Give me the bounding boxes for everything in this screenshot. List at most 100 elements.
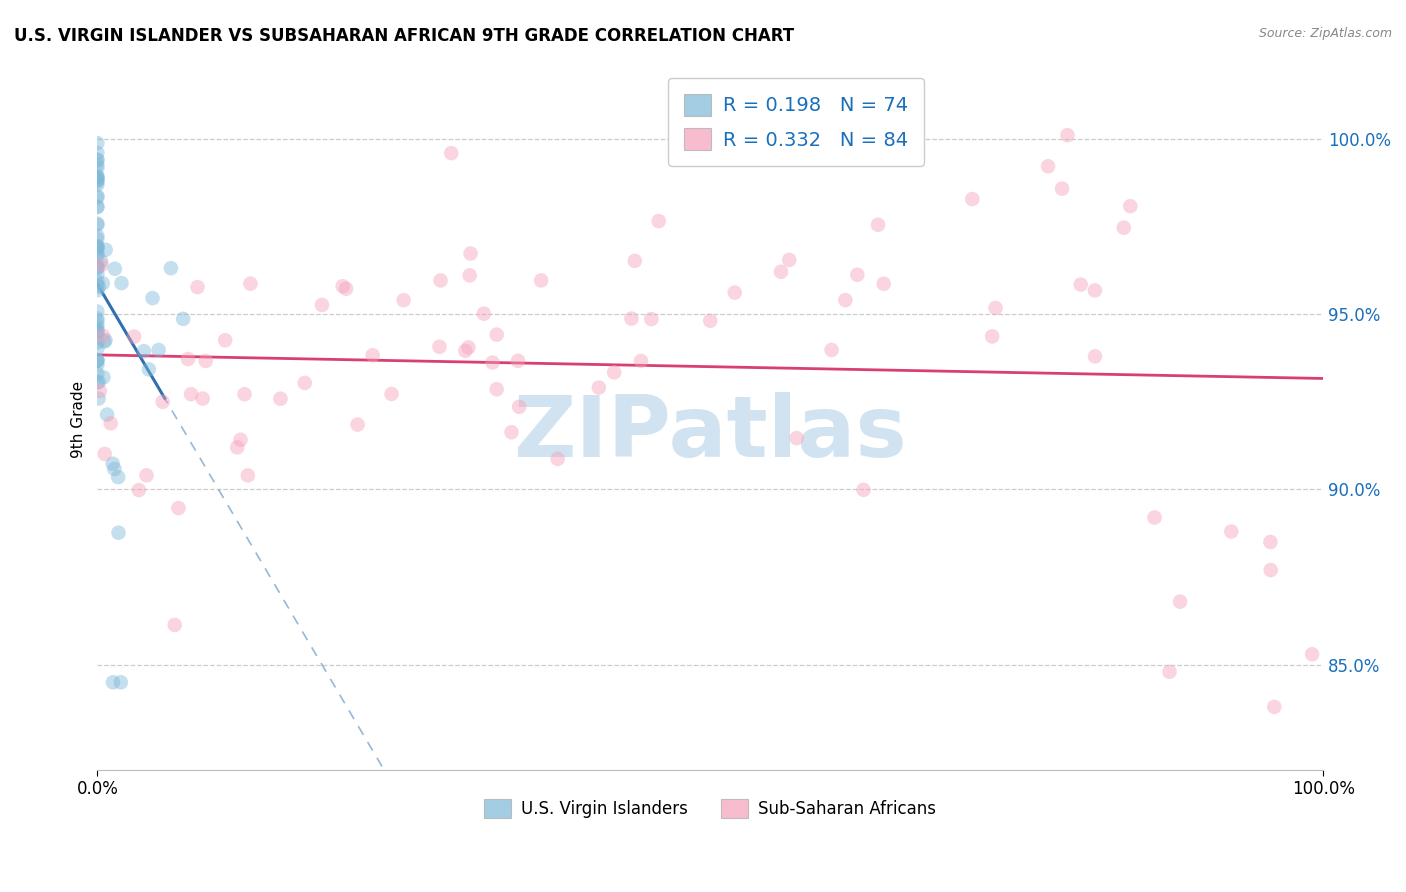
Point (86, 326, 108, 341)
Point (107, 470, 129, 484)
Point (778, 252, 800, 267)
Point (86, 278, 108, 293)
Point (233, 387, 256, 401)
Point (86, 325, 108, 339)
Point (460, 246, 482, 260)
Point (1143, 510, 1166, 524)
Point (86, 153, 108, 168)
Point (163, 618, 186, 632)
Point (1119, 199, 1142, 213)
Point (820, 343, 842, 357)
Point (458, 268, 481, 283)
Point (86, 239, 108, 253)
Point (186, 280, 208, 294)
Point (86, 136, 108, 150)
Point (485, 327, 508, 342)
Legend: U.S. Virgin Islanders, Sub-Saharan Africans: U.S. Virgin Islanders, Sub-Saharan Afric… (478, 793, 942, 825)
Point (86, 353, 108, 368)
Point (1036, 159, 1059, 173)
Point (160, 261, 183, 276)
Point (194, 354, 217, 368)
Point (86, 189, 108, 203)
Point (86, 153, 108, 167)
Point (91, 277, 114, 291)
Point (294, 376, 316, 390)
Point (90, 258, 112, 272)
Point (311, 298, 333, 312)
Point (148, 343, 170, 357)
Point (86, 200, 108, 214)
Point (93, 334, 115, 349)
Point (132, 344, 155, 359)
Point (87, 392, 110, 406)
Point (94, 243, 117, 257)
Point (89, 384, 111, 398)
Point (530, 273, 553, 287)
Point (229, 433, 252, 447)
Y-axis label: 9th Grade: 9th Grade (72, 381, 86, 458)
Point (86, 175, 108, 189)
Point (86, 304, 108, 318)
Point (86, 242, 108, 256)
Point (93, 447, 115, 461)
Point (86, 169, 108, 184)
Point (1159, 665, 1181, 679)
Point (1056, 128, 1078, 143)
Point (392, 293, 415, 308)
Point (86, 217, 108, 231)
Point (86, 314, 108, 328)
Point (647, 214, 669, 228)
Point (86, 172, 108, 186)
Point (180, 387, 202, 401)
Point (620, 311, 643, 326)
Point (1084, 350, 1107, 364)
Point (981, 329, 1004, 343)
Text: U.S. VIRGIN ISLANDER VS SUBSAHARAN AFRICAN 9TH GRADE CORRELATION CHART: U.S. VIRGIN ISLANDER VS SUBSAHARAN AFRIC… (14, 27, 794, 45)
Point (86, 318, 108, 333)
Point (346, 417, 368, 432)
Point (128, 483, 150, 497)
Point (239, 277, 262, 291)
Point (630, 354, 652, 368)
Point (1260, 563, 1282, 577)
Point (866, 218, 889, 232)
Point (86, 145, 108, 160)
Text: ZIPatlas: ZIPatlas (513, 392, 907, 475)
Point (86, 232, 108, 246)
Point (1084, 284, 1107, 298)
Point (361, 348, 384, 362)
Point (485, 382, 508, 396)
Point (86, 248, 108, 262)
Point (191, 392, 214, 406)
Point (93, 370, 115, 384)
Point (86, 259, 108, 273)
Point (86, 228, 108, 243)
Point (152, 394, 174, 409)
Point (86, 322, 108, 336)
Point (100, 416, 122, 430)
Point (86, 161, 108, 175)
Point (101, 457, 124, 471)
Point (177, 352, 200, 367)
Point (94, 334, 117, 348)
Point (86, 324, 108, 338)
Point (110, 276, 132, 290)
Point (623, 253, 645, 268)
Point (481, 355, 503, 369)
Point (86, 240, 108, 254)
Text: Source: ZipAtlas.com: Source: ZipAtlas.com (1258, 27, 1392, 40)
Point (86, 267, 108, 281)
Point (86, 240, 108, 254)
Point (834, 293, 856, 307)
Point (86, 376, 108, 390)
Point (107, 525, 129, 540)
Point (86, 367, 108, 381)
Point (86, 335, 108, 350)
Point (454, 343, 477, 358)
Point (588, 381, 610, 395)
Point (86, 190, 108, 204)
Point (236, 468, 259, 483)
Point (724, 285, 747, 300)
Point (86, 311, 108, 326)
Point (429, 340, 451, 354)
